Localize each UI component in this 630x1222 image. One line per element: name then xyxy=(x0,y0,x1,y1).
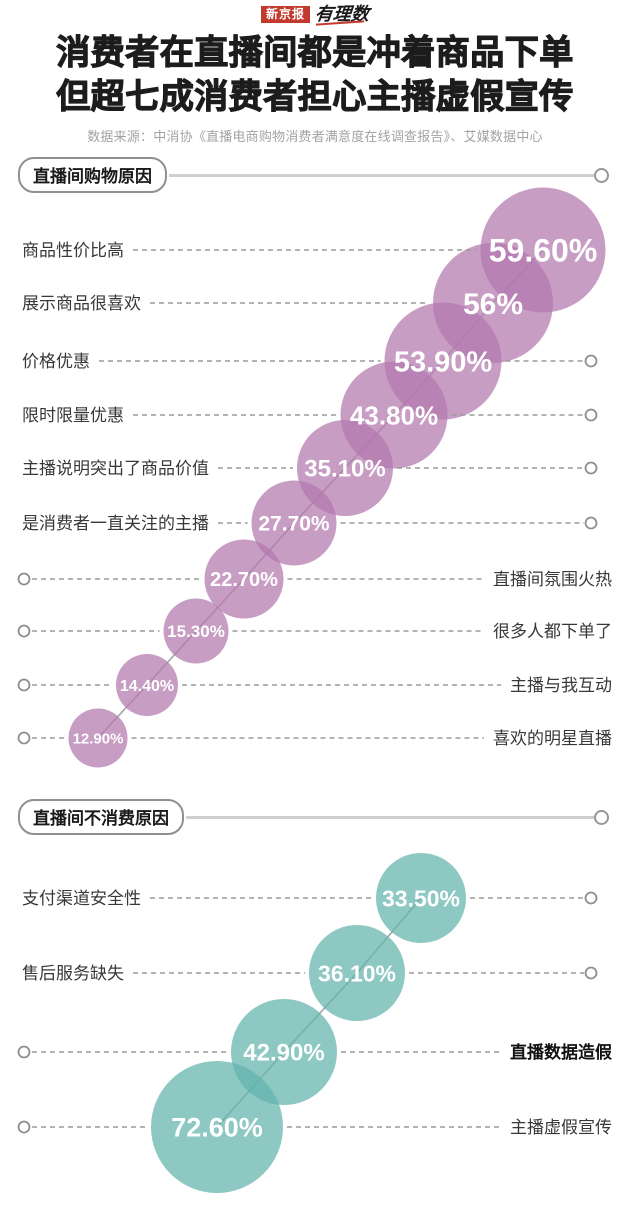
section-rule-2 xyxy=(186,815,594,819)
end-dot-icon xyxy=(584,408,598,422)
bubble-9 xyxy=(68,708,128,768)
end-dot-icon xyxy=(584,516,598,530)
bubble-7 xyxy=(163,598,229,664)
section-title-pill-2: 直播间不消费原因 xyxy=(18,799,184,835)
section-title-pill-1: 直播间购物原因 xyxy=(18,157,167,193)
masthead: 新京报 有理数 xyxy=(0,4,630,24)
bubble-3 xyxy=(151,1061,283,1193)
bubble-value: 42.90% xyxy=(243,1040,324,1067)
section-end-dot-icon-2 xyxy=(594,809,609,825)
end-dot-icon xyxy=(584,354,598,368)
section-header-2: 直播间不消费原因 xyxy=(0,799,630,835)
section-rule-1 xyxy=(169,173,594,177)
bubble-value: 56% xyxy=(463,288,523,321)
category-label: 价格优惠 xyxy=(22,352,90,371)
end-dot-icon xyxy=(584,461,598,475)
bubble-value: 59.60% xyxy=(489,233,598,269)
category-label: 直播间氛围火热 xyxy=(493,570,612,589)
end-dot-icon xyxy=(17,572,31,586)
category-label: 主播虚假宣传 xyxy=(510,1118,612,1137)
bubble-value: 33.50% xyxy=(382,885,460,911)
bubble-chart-nonconsumption-reasons: 支付渠道安全性 33.50% 售后服务缺失 36.10% 直播数据造假 42.90% 主播虚… xyxy=(17,853,612,1193)
end-dot-icon xyxy=(17,731,31,745)
section-header-1: 直播间购物原因 xyxy=(0,157,630,193)
data-source-note: 数据来源：中消协《直播电商购物消费者满意度在线调查报告》、艾媒数据中心 xyxy=(87,129,543,144)
category-label: 直播数据造假 xyxy=(510,1042,612,1062)
category-label: 主播与我互动 xyxy=(510,676,612,695)
bubble-chart-purchase-reasons: 商品性价比高 59.60% 展示商品很喜欢 56% 价格优惠 53.90% 限时限量优惠 43… xyxy=(17,187,612,768)
bubble-0 xyxy=(376,853,466,943)
bubble-value: 35.10% xyxy=(304,456,385,483)
bubble-value: 14.40% xyxy=(120,678,174,695)
end-dot-icon xyxy=(584,891,598,905)
category-label: 限时限量优惠 xyxy=(22,406,124,425)
brand-logo-boxed: 新京报 xyxy=(260,5,310,23)
category-label: 主播说明突出了商品价值 xyxy=(22,459,209,478)
end-dot-icon xyxy=(584,966,598,980)
bubble-value: 27.70% xyxy=(258,513,330,536)
bubble-6 xyxy=(204,539,284,619)
brand-logo-script: 有理数 xyxy=(313,4,371,24)
page-title: 消费者在直播间都是冲着商品下单 但超七成消费者担心主播虚假宣传 xyxy=(0,31,630,119)
category-label: 很多人都下单了 xyxy=(493,622,612,641)
bubble-8 xyxy=(116,654,178,716)
bubble-5 xyxy=(251,480,337,566)
end-dot-icon xyxy=(17,678,31,692)
bubble-value: 36.10% xyxy=(318,960,396,986)
page-title-line-1: 消费者在直播间都是冲着商品下单 xyxy=(56,33,574,72)
end-dot-icon xyxy=(17,624,31,638)
end-dot-icon xyxy=(17,1120,31,1134)
bubble-value: 53.90% xyxy=(394,346,493,378)
category-label: 商品性价比高 xyxy=(22,241,124,260)
category-label: 是消费者一直关注的主播 xyxy=(22,514,209,533)
category-label: 展示商品很喜欢 xyxy=(22,294,141,313)
bubble-1 xyxy=(309,925,405,1021)
category-label: 喜欢的明星直播 xyxy=(493,729,612,748)
section-end-dot-icon-1 xyxy=(594,167,609,183)
bubble-value: 15.30% xyxy=(167,622,225,641)
category-label: 支付渠道安全性 xyxy=(22,889,141,908)
bubble-value: 22.70% xyxy=(210,569,278,591)
category-label: 售后服务缺失 xyxy=(22,964,124,983)
end-dot-icon xyxy=(17,1045,31,1059)
page-title-line-2: 但超七成消费者担心主播虚假宣传 xyxy=(56,77,574,116)
bubble-value: 72.60% xyxy=(171,1113,263,1143)
bubble-value: 43.80% xyxy=(350,400,438,430)
bubble-value: 12.90% xyxy=(73,730,124,747)
